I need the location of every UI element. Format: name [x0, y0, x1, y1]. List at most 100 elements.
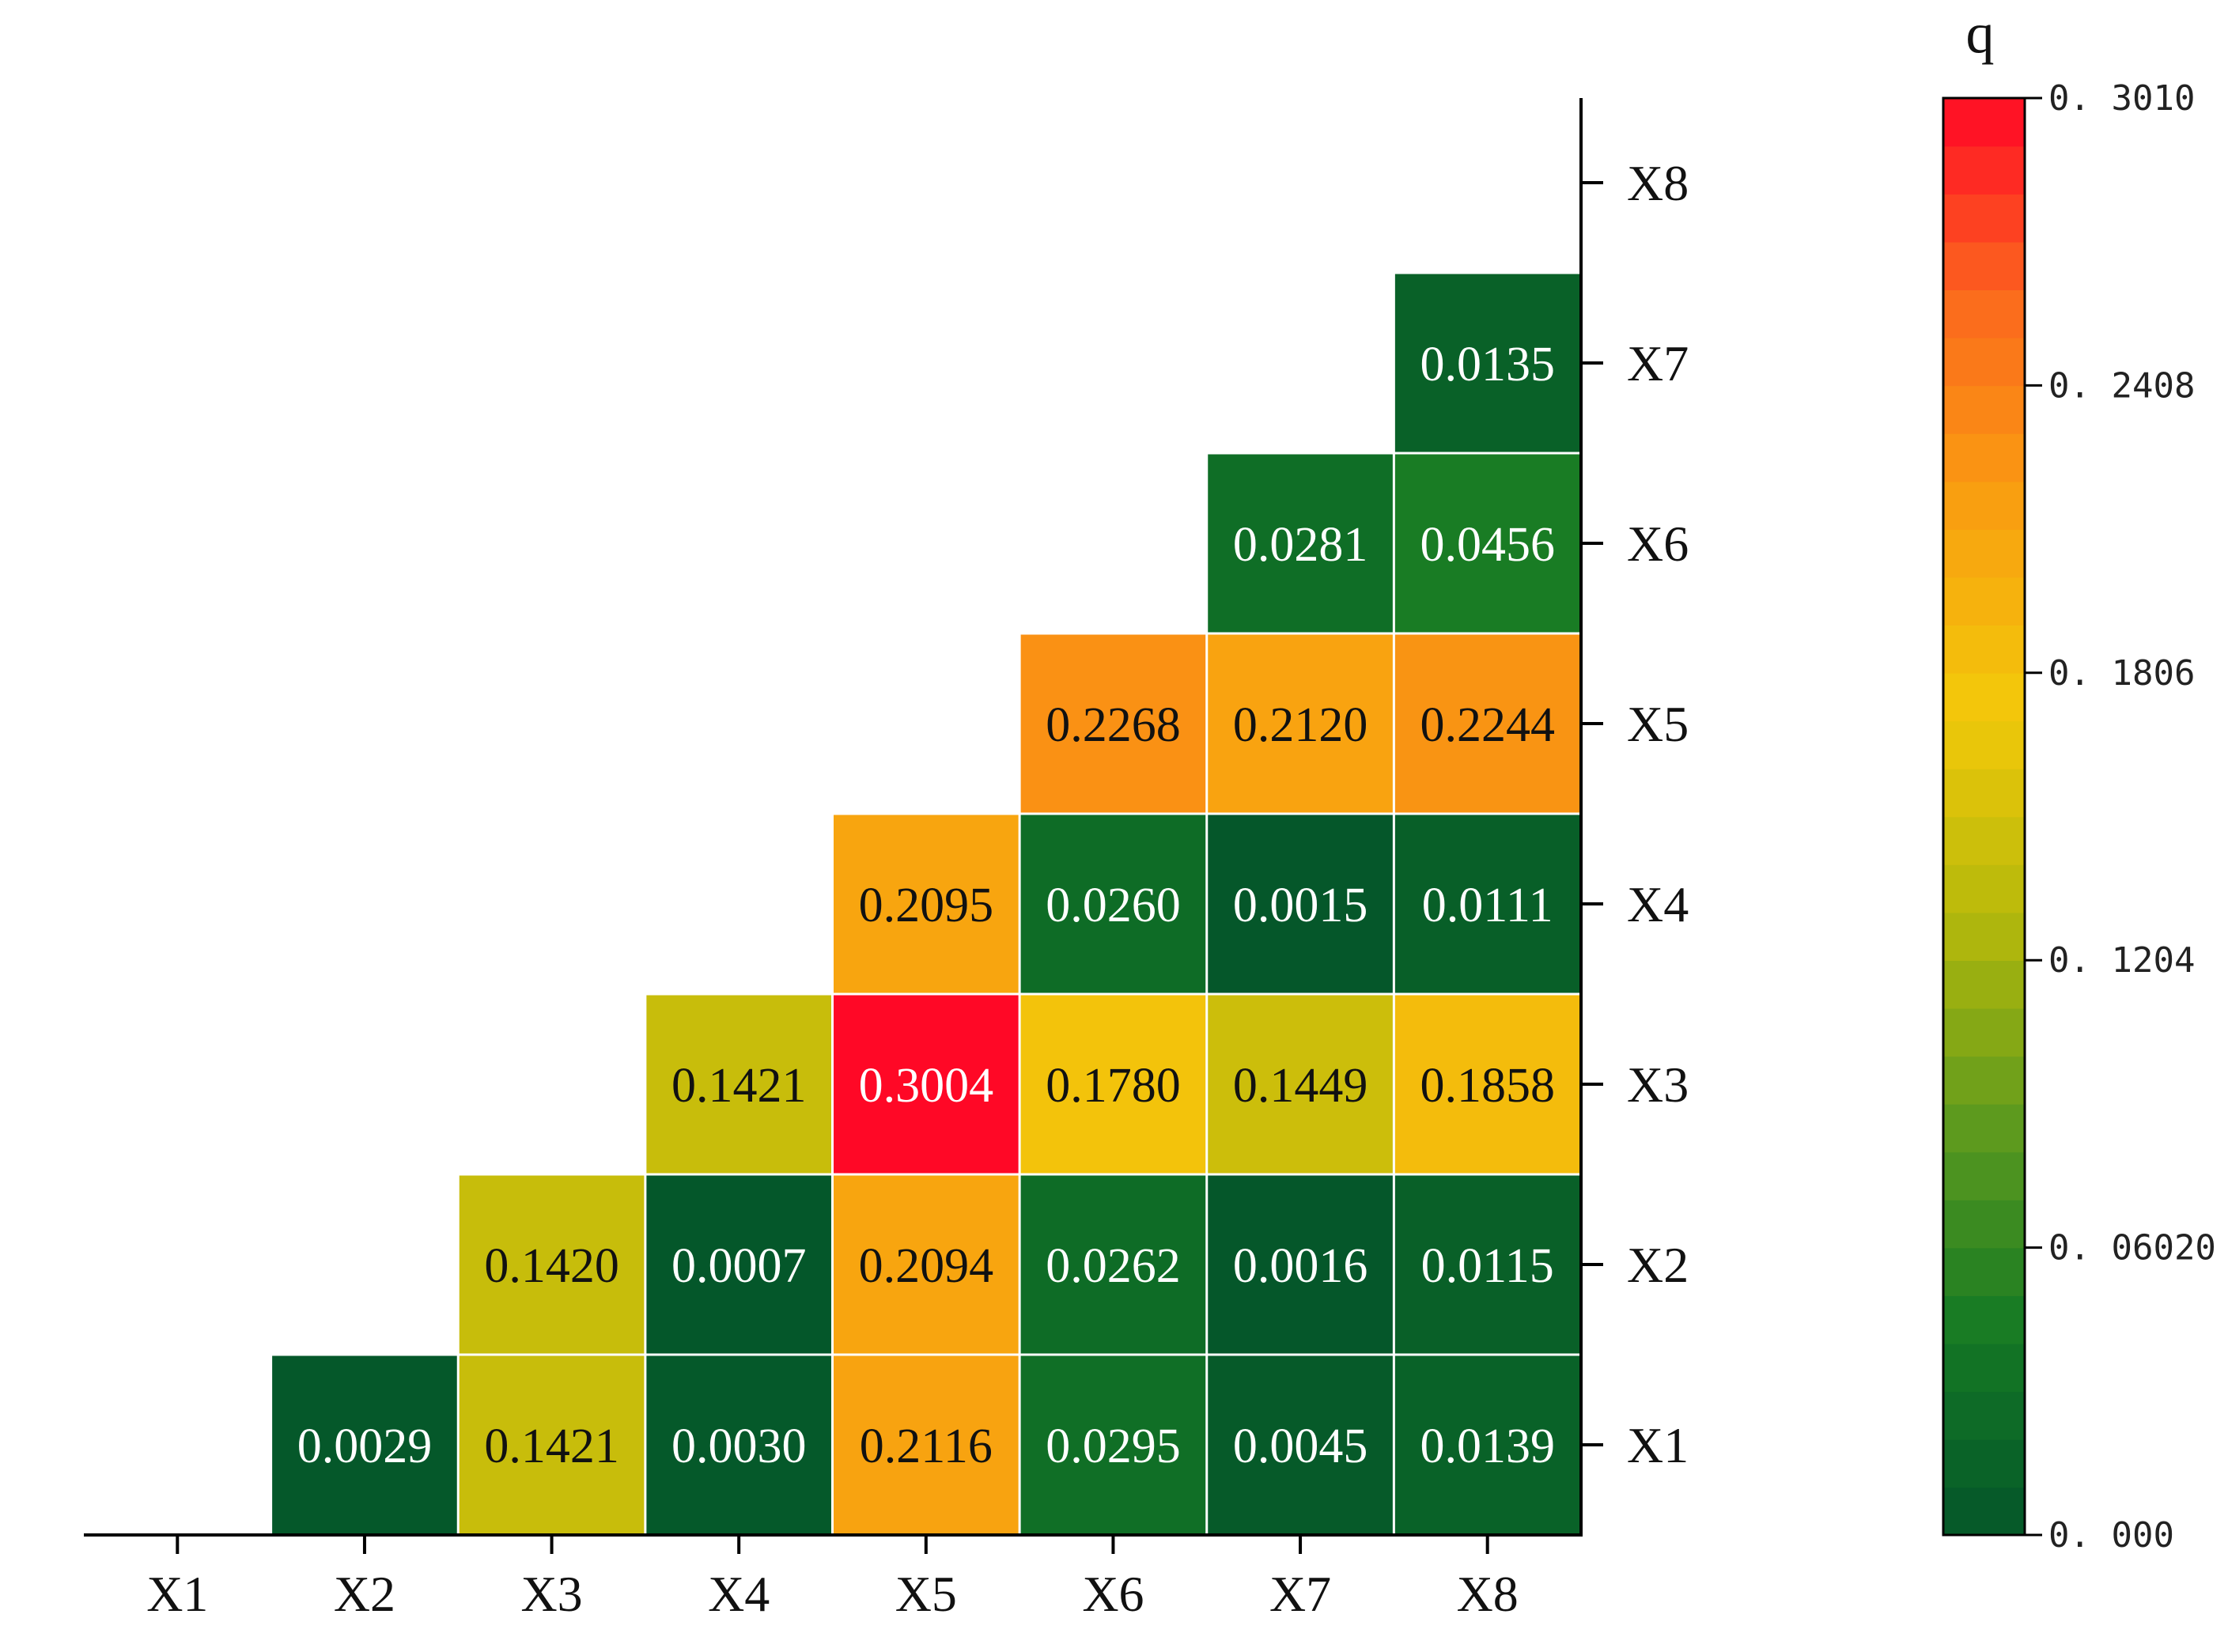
- x-tick-label: X5: [895, 1566, 957, 1622]
- heatmap-cell-label: 0.0260: [1046, 879, 1181, 932]
- heatmap-cell-label: 0.1858: [1420, 1059, 1555, 1113]
- colorbar-segment: [1943, 768, 2025, 818]
- heatmap-cell: 0.0115: [1394, 1175, 1580, 1354]
- heatmap-cell-label: 0.0007: [671, 1239, 807, 1293]
- heatmap-cell-rect: [646, 1355, 831, 1534]
- heatmap-cell-label: 0.0030: [671, 1420, 807, 1473]
- colorbar-tick-label: 0. 1806: [2048, 653, 2195, 694]
- colorbar: 0. 3010 0. 2408 0. 1806 0. 1204 0. 06020 0. 0…: [1942, 2, 2216, 1556]
- y-tick-label: X7: [1627, 335, 1689, 391]
- x-tick-label: X6: [1082, 1566, 1144, 1622]
- heatmap-cell-rect: [459, 1175, 645, 1354]
- colorbar-tick-label: 0. 3010: [2048, 78, 2195, 119]
- colorbar-segment: [1943, 1438, 2025, 1488]
- colorbar-segment: [1943, 529, 2025, 578]
- heatmap-cell: 0.0260: [1020, 815, 1206, 993]
- colorbar-segment: [1943, 864, 2025, 913]
- heatmap-cell-rect: [1394, 815, 1580, 993]
- heatmap-cell-rect: [1394, 1355, 1580, 1534]
- heatmap-cell: 0.0281: [1208, 454, 1393, 633]
- colorbar-segment: [1943, 625, 2025, 674]
- colorbar-segment: [1943, 1343, 2025, 1393]
- heatmap-cell-rect: [834, 815, 1019, 993]
- heatmap-cell: 0.0007: [646, 1175, 831, 1354]
- colorbar-tick-label: 0. 1204: [2048, 940, 2195, 981]
- colorbar-segment: [1943, 98, 2025, 147]
- heatmap-cell: 0.1780: [1020, 995, 1206, 1174]
- y-tick-label: X1: [1627, 1417, 1689, 1473]
- heatmap-cell-label: 0.0016: [1233, 1239, 1368, 1293]
- y-tick-label: X6: [1627, 516, 1689, 572]
- heatmap-cell-rect: [1394, 995, 1580, 1174]
- heatmap-cell: 0.0045: [1208, 1355, 1393, 1534]
- y-tick-label: X4: [1627, 876, 1689, 932]
- heatmap-cell-label: 0.0295: [1046, 1420, 1181, 1473]
- colorbar-segment: [1943, 912, 2025, 961]
- y-tick-label: X3: [1627, 1057, 1689, 1113]
- heatmap-cell: 0.2094: [834, 1175, 1019, 1354]
- heatmap-cell: 0.1421: [459, 1355, 645, 1534]
- colorbar-frame: [1942, 96, 2026, 1537]
- heatmap-cell-rect: [646, 995, 831, 1174]
- x-tick-label: X7: [1269, 1566, 1331, 1622]
- heatmap-cell-rect: [834, 1355, 1019, 1534]
- heatmap-cell-label: 0.2095: [859, 879, 994, 932]
- heatmap-cell-label: 0.0015: [1233, 879, 1368, 932]
- heatmap-cell: 0.1858: [1394, 995, 1580, 1174]
- heatmap-cell-label: 0.2094: [859, 1239, 994, 1293]
- x-tick-label: X3: [520, 1566, 582, 1622]
- heatmap-cell-rect: [834, 1175, 1019, 1354]
- heatmap-cell-rect: [1394, 634, 1580, 813]
- heatmap-cell-rect: [1208, 1355, 1393, 1534]
- colorbar-segment: [1943, 481, 2025, 530]
- heatmap-cell-rect: [1208, 454, 1393, 633]
- heatmap-cell-rect: [1020, 634, 1206, 813]
- colorbar-segment: [1943, 241, 2025, 291]
- heatmap-cell: 0.2116: [834, 1355, 1019, 1534]
- heatmap-cell-label: 0.0045: [1233, 1420, 1368, 1473]
- heatmap-cell-rect: [646, 1175, 831, 1354]
- heatmap-cell-label: 0.3004: [859, 1059, 994, 1113]
- heatmap-cell-label: 0.2268: [1046, 698, 1181, 752]
- colorbar-tick-label: 0. 06020: [2048, 1228, 2216, 1268]
- colorbar-segment: [1943, 720, 2025, 769]
- colorbar-segment: [1943, 672, 2025, 722]
- heatmap-cell-label: 0.1421: [484, 1420, 619, 1473]
- heatmap-cell: 0.0016: [1208, 1175, 1393, 1354]
- heatmap-cell-rect: [459, 1355, 645, 1534]
- heatmap-cell: 0.0029: [272, 1355, 457, 1534]
- colorbar-segment: [1943, 1487, 2025, 1536]
- heatmap-cell-rect: [1020, 815, 1206, 993]
- heatmap-cell-label: 0.0456: [1420, 518, 1555, 572]
- heatmap-cell-label: 0.1421: [671, 1059, 807, 1113]
- colorbar-segment: [1943, 1295, 2025, 1344]
- heatmap-cell: 0.1421: [646, 995, 831, 1174]
- colorbar-segment: [1943, 576, 2025, 626]
- heatmap-cell: 0.2095: [834, 815, 1019, 993]
- heatmap-cell-rect: [1208, 995, 1393, 1174]
- colorbar-segment: [1943, 1391, 2025, 1440]
- heatmap-cell-label: 0.1449: [1233, 1059, 1368, 1113]
- heatmap-cell: 0.2244: [1394, 634, 1580, 813]
- colorbar-segment: [1943, 1007, 2025, 1057]
- heatmap-cell: 0.2268: [1020, 634, 1206, 813]
- x-tick-label: X4: [708, 1566, 770, 1622]
- colorbar-title: q: [1966, 2, 1995, 65]
- y-tick-label: X8: [1627, 155, 1689, 211]
- heatmap-cell: 0.0139: [1394, 1355, 1580, 1534]
- colorbar-segment: [1943, 1151, 2025, 1200]
- y-tick-label: X2: [1627, 1237, 1689, 1293]
- heatmap-cell: 0.0111: [1394, 815, 1580, 993]
- heatmap-cells: 0.0029 0.1421 0.0030 0.2116 0.0295 0.0045 0.01…: [272, 274, 1580, 1534]
- heatmap-cell-label: 0.2120: [1233, 698, 1368, 752]
- colorbar-segment: [1943, 1247, 2025, 1296]
- colorbar-tick-label: 0. 000: [2048, 1515, 2174, 1556]
- heatmap-cell-label: 0.1420: [484, 1239, 619, 1293]
- heatmap-cell-label: 0.0029: [297, 1420, 433, 1473]
- colorbar-segment: [1943, 1056, 2025, 1105]
- heatmap-cell: 0.2120: [1208, 634, 1393, 813]
- x-tick-label: X2: [334, 1566, 395, 1622]
- heatmap-cell: 0.3004: [834, 995, 1019, 1174]
- heatmap-cell-label: 0.0262: [1046, 1239, 1181, 1293]
